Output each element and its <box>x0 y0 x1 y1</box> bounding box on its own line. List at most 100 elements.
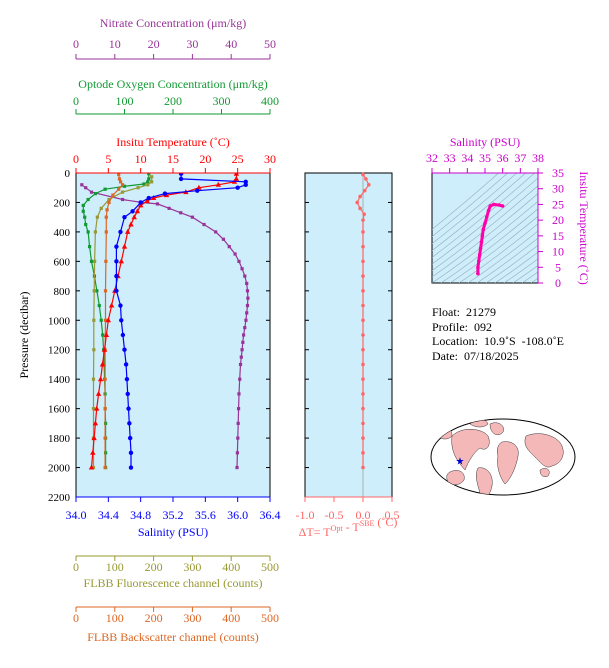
dt-point <box>358 206 362 211</box>
oxygen-point <box>87 245 92 249</box>
nitrate-point <box>84 186 88 190</box>
nitrate-point <box>241 340 245 344</box>
dt-axis-label: ΔT= TOpt - TSBE (˚C) <box>299 515 398 539</box>
nitrate-point <box>120 197 125 202</box>
nitrate-point <box>242 333 246 337</box>
nitrate-tick-label: 20 <box>148 37 160 51</box>
temperature-point <box>138 202 144 208</box>
oxygen-point <box>93 192 97 196</box>
oxygen-point <box>102 362 106 367</box>
dt-point <box>361 451 365 455</box>
pressure-tick-label: 1000 <box>48 315 71 327</box>
salinity-point <box>138 200 143 205</box>
oxygen-point <box>81 209 85 213</box>
nitrate-point <box>246 296 250 300</box>
salinity-tick-label: 35.6 <box>195 508 216 522</box>
ts-y-tick-label: 10 <box>552 245 564 259</box>
oxygen-tick-label: 300 <box>213 94 231 108</box>
dt-tick-label: -1.0 <box>296 508 315 522</box>
backscatter-point <box>103 318 108 322</box>
salinity-point <box>123 362 129 367</box>
nitrate-point <box>155 202 160 206</box>
salinity-point <box>127 421 132 426</box>
temperature-point <box>99 361 106 367</box>
temperature-axis-label: Insitu Temperature (˚C) <box>116 135 230 149</box>
fluorescence-tick-label: 0 <box>73 560 79 574</box>
dt-tick-label: 0.0 <box>356 508 371 522</box>
oxygen-tick-label: 100 <box>116 94 134 108</box>
nitrate-point <box>214 230 218 234</box>
dt-point <box>355 200 360 205</box>
dt-point <box>361 465 365 470</box>
delta-t-plot-area <box>304 172 393 498</box>
density-contour <box>521 271 538 283</box>
dt-label-superscript: SBE <box>360 519 375 528</box>
dt-point <box>361 230 365 234</box>
salinity-point <box>162 191 168 196</box>
salinity-tick-label: 36.0 <box>227 508 248 522</box>
fluorescence-point <box>91 407 96 411</box>
oxygen-point <box>81 203 85 207</box>
fluorescence-point <box>146 183 150 187</box>
nitrate-tick-label: 30 <box>186 37 198 51</box>
temperature-tick-label: 15 <box>167 152 179 166</box>
dt-point <box>361 172 365 177</box>
temperature-point <box>105 317 111 323</box>
salinity-point <box>124 376 130 382</box>
dt-point <box>361 362 365 367</box>
nitrate-point <box>80 183 84 187</box>
dt-tick-label: -0.5 <box>325 508 344 522</box>
nitrate-tick-label: 50 <box>264 37 276 51</box>
nitrate-point <box>238 362 243 367</box>
density-contour <box>530 277 538 283</box>
temperature-point <box>101 346 108 352</box>
temperature-point <box>91 435 97 441</box>
fluorescence-point <box>95 215 99 219</box>
pressure-tick-label: 600 <box>54 256 71 268</box>
ts-x-tick-label: 38 <box>532 151 544 165</box>
pressure-axis-label: Pressure (decibar) <box>17 292 31 379</box>
salinity-point <box>178 176 184 182</box>
nitrate-point <box>233 252 237 256</box>
ts-x-tick-label: 35 <box>479 151 491 165</box>
fluorescence-point <box>120 190 125 194</box>
salinity-point <box>120 332 126 338</box>
temperature-point <box>134 208 141 214</box>
ts-point <box>477 252 482 257</box>
salinity-point <box>122 214 127 220</box>
nitrate-point <box>245 289 250 293</box>
backscatter-point <box>117 177 122 181</box>
nitrate-point <box>236 421 240 425</box>
fluorescence-point <box>107 197 111 202</box>
dt-tick-label: 0.5 <box>385 508 400 522</box>
temperature-point <box>94 405 100 411</box>
dt-label-part: - T <box>343 520 361 534</box>
nitrate-point <box>239 355 243 359</box>
oxygen-point <box>101 333 105 337</box>
temperature-point <box>121 243 128 249</box>
temperature-point <box>88 464 95 470</box>
salinity-point <box>243 182 248 187</box>
fluorescence-tick-label: 500 <box>261 560 279 574</box>
oxygen-point <box>86 230 90 234</box>
oxygen-point <box>99 318 103 322</box>
temperature-point <box>95 390 102 396</box>
pressure-tick-label: 1600 <box>48 404 71 416</box>
oxygen-point <box>84 222 88 227</box>
nitrate-point <box>237 259 241 263</box>
fluorescence-point <box>136 186 140 190</box>
density-contour <box>503 258 538 283</box>
nitrate-tick-label: 10 <box>109 37 121 51</box>
oxygen-point <box>83 215 87 219</box>
nitrate-point <box>240 348 244 352</box>
ts-y-tick-label: 30 <box>552 182 564 196</box>
oxygen-point <box>95 289 99 293</box>
density-contour <box>467 230 538 283</box>
pressure-tick-label: 200 <box>54 197 71 209</box>
temperature-point <box>103 332 110 337</box>
oxygen-tick-label: 200 <box>164 94 182 108</box>
dt-point <box>361 303 365 308</box>
ts-point <box>478 246 483 251</box>
